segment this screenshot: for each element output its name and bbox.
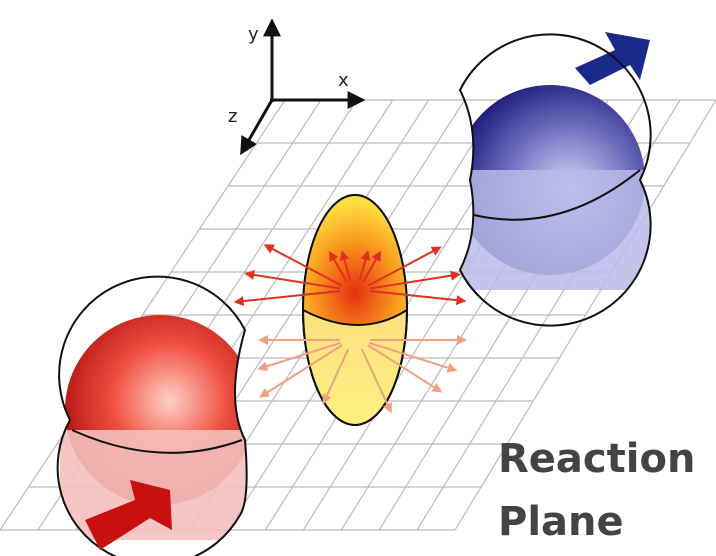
x-axis-label: x [338,70,349,91]
page: {"axes": {"y": "y", "x": "x", "z": "z"},… [0,0,716,556]
blue-arrow [575,32,650,85]
blue-nucleus [440,32,660,326]
y-axis-label: y [248,24,259,45]
axes: y x z [228,22,362,152]
fireball [303,195,407,425]
plane-label-line2: Plane [498,499,624,545]
plane-label-line1: Reaction [498,436,695,482]
red-nucleus [58,277,260,556]
diagram: y x z Reaction Plane [0,0,716,556]
z-axis-label: z [228,106,237,127]
